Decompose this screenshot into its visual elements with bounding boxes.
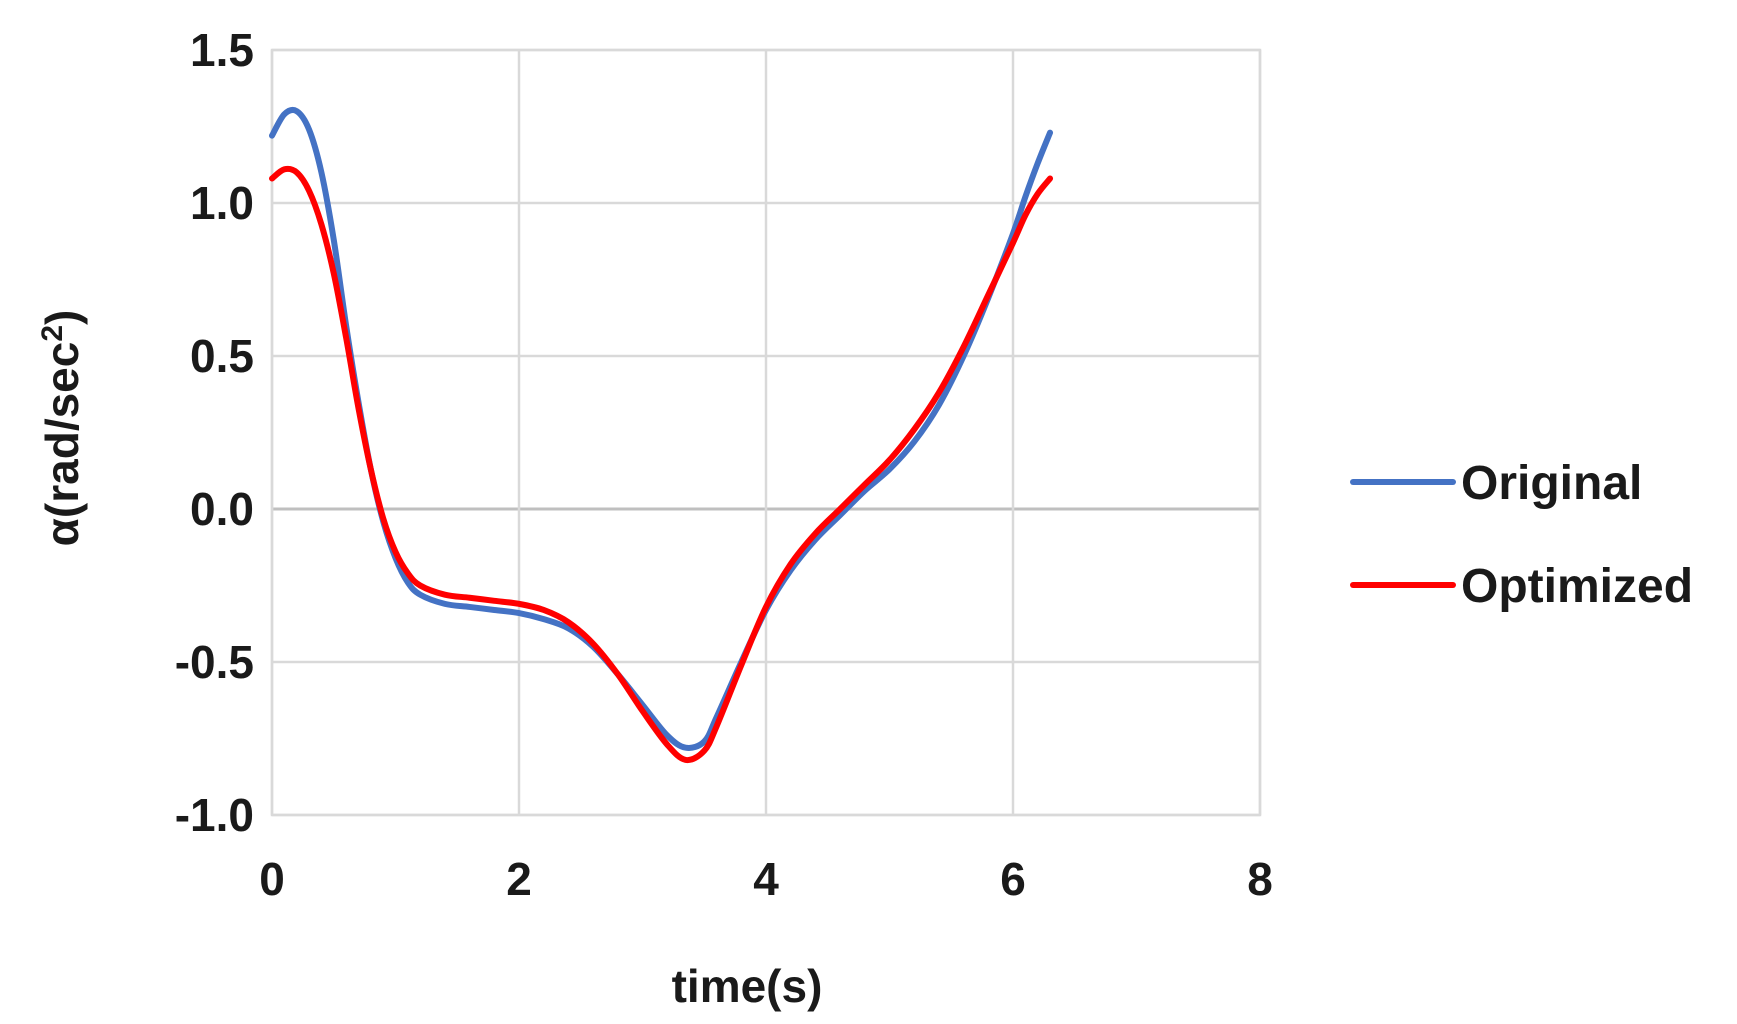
y-axis-title-superscript: 2 — [36, 325, 69, 342]
series-line-original — [269, 106, 1054, 751]
y-tick-label: 1.0 — [190, 177, 254, 229]
tick-labels: -1.0 -0.5 0.0 0.5 1.0 1.5 0 2 4 6 8 — [175, 24, 1273, 905]
y-tick-label: -1.0 — [175, 789, 254, 841]
legend-label-original: Original — [1461, 457, 1642, 510]
series-lines — [269, 106, 1054, 764]
x-tick-label: 4 — [753, 853, 779, 905]
y-tick-label: 0.0 — [190, 483, 254, 535]
y-axis-title-prefix: α(rad/sec — [36, 342, 88, 547]
x-tick-label: 2 — [506, 853, 532, 905]
legend-label-optimized: Optimized — [1461, 560, 1693, 613]
legend-item-optimized: Optimized — [1350, 560, 1693, 613]
y-tick-label: 0.5 — [190, 330, 254, 382]
series-line-optimized — [269, 165, 1054, 764]
x-tick-label: 8 — [1247, 853, 1273, 905]
y-axis-title: α(rad/sec2) — [36, 310, 88, 547]
grid — [270, 48, 1262, 817]
x-tick-label: 0 — [259, 853, 285, 905]
y-tick-label: -0.5 — [175, 636, 254, 688]
legend: Original Optimized — [1350, 457, 1693, 613]
y-axis-title-suffix: ) — [36, 310, 88, 325]
y-tick-label: 1.5 — [190, 24, 254, 76]
x-tick-label: 6 — [1000, 853, 1026, 905]
plot-area-border — [270, 48, 1262, 817]
x-axis-title: time(s) — [672, 960, 823, 1012]
legend-item-original: Original — [1350, 457, 1642, 510]
